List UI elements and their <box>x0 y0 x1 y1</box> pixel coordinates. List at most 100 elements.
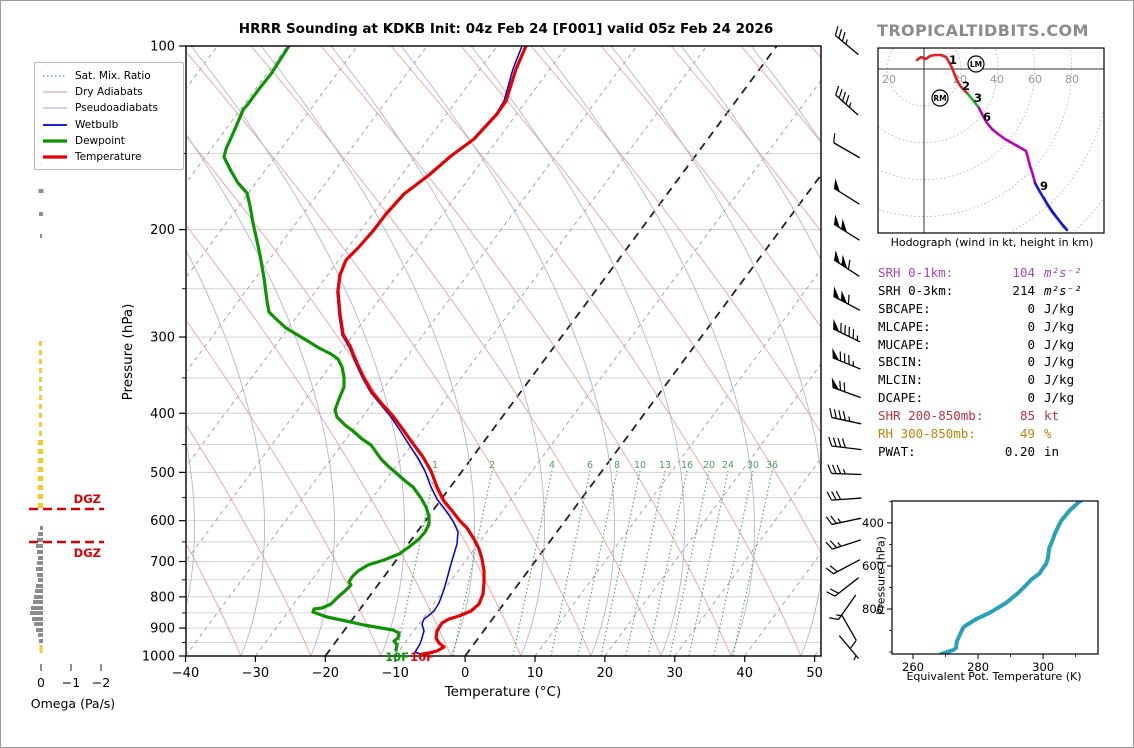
omega-panel: 0 −1 −2 <box>30 69 110 690</box>
svg-text:−2: −2 <box>92 675 110 690</box>
legend-item-label: Sat. Mix. Ratio <box>75 70 151 83</box>
temperature-tick-label: −30 <box>242 666 269 681</box>
pressure-tick-label: 900 <box>150 622 175 637</box>
wind-barb <box>825 539 862 550</box>
skewt-background <box>187 46 821 656</box>
stats-row-value: 0 <box>1027 318 1035 334</box>
theta-e-inner <box>938 501 1084 654</box>
svg-text:9: 9 <box>1040 179 1048 193</box>
stats-row-unit: J/kg <box>1044 372 1075 388</box>
stats-row-label: MLCIN: <box>878 372 924 388</box>
svg-text:3: 3 <box>974 91 982 105</box>
pressure-tick-label: 200 <box>150 223 175 238</box>
stats-row-value: 0 <box>1027 336 1035 352</box>
theta-e-y-tick-label: 600 <box>862 559 884 573</box>
legend-item: Temperature <box>42 149 177 165</box>
svg-text:DGZ: DGZ <box>74 492 101 506</box>
svg-text:36: 36 <box>766 460 778 471</box>
pressure-tick-label: 100 <box>150 40 175 55</box>
hodograph-height-label: 3 <box>974 91 982 105</box>
sounding-profiles <box>222 46 528 656</box>
stats-row-label: SBCIN: <box>878 354 924 370</box>
svg-text:600: 600 <box>862 559 884 573</box>
svg-text:400: 400 <box>150 407 175 422</box>
legend-item-label: Wetbulb <box>75 118 119 131</box>
svg-text:24: 24 <box>722 460 734 471</box>
theta-e-x-tick-label: 300 <box>1032 660 1054 674</box>
theta-e-panel: 400 600 800 260 280 300 <box>862 500 1099 674</box>
omega-tick-label: 0 <box>37 675 45 690</box>
hodograph-height-label: 2 <box>962 79 970 93</box>
wind-barb <box>831 377 861 399</box>
stats-row-label: MLCAPE: <box>878 318 931 334</box>
svg-text:50: 50 <box>806 666 823 681</box>
stats-row-label: PWAT: <box>878 443 916 459</box>
wind-barb <box>832 318 861 343</box>
stats-row: SBCIN: 0 J/kg <box>878 354 1100 372</box>
legend-item: Pseudoadiabats <box>42 100 177 116</box>
temperature-tick-label: 0 <box>461 666 469 681</box>
svg-text:−10: −10 <box>381 666 408 681</box>
temperature-tick-label: 10 <box>527 666 544 681</box>
svg-text:DGZ: DGZ <box>74 546 101 560</box>
svg-text:260: 260 <box>902 660 924 674</box>
svg-text:1: 1 <box>432 460 438 471</box>
hodograph-height-label: 9 <box>1040 179 1048 193</box>
legend-swatch <box>43 139 67 143</box>
stats-row-unit: J/kg <box>1044 336 1075 352</box>
wind-barb <box>833 286 861 311</box>
pressure-tick-label: 1000 <box>142 650 175 665</box>
stats-row-unit: % <box>1044 426 1052 442</box>
stats-row: DCAPE: 0 J/kg <box>878 390 1100 408</box>
svg-text:60: 60 <box>1028 73 1042 86</box>
svg-text:10: 10 <box>634 460 646 471</box>
svg-text:500: 500 <box>150 466 175 481</box>
wind-barb <box>828 436 862 451</box>
theta-e-y-tick-label: 800 <box>862 602 884 616</box>
omega-tick-label: −1 <box>62 675 80 690</box>
svg-text:LM: LM <box>970 60 982 69</box>
wind-barb <box>827 464 862 476</box>
svg-text:2: 2 <box>962 79 970 93</box>
stats-row-value: 0 <box>1027 390 1035 406</box>
stats-row-unit: J/kg <box>1044 354 1075 370</box>
wind-barb <box>835 85 859 116</box>
svg-text:40: 40 <box>990 73 1004 86</box>
theta-e-x-axis-label: Equivalent Pot. Temperature (K) <box>906 670 1082 683</box>
temperature-curve <box>336 46 528 656</box>
stats-row: SHR 200-850mb: 85 kt <box>878 408 1100 426</box>
dewpoint-curve <box>222 46 431 652</box>
temperature-tick-label: 50 <box>806 666 823 681</box>
stats-row-unit: m²s⁻² <box>1044 265 1082 280</box>
temperature-tick-label: −20 <box>312 666 339 681</box>
dgz-markers: DGZ DGZ <box>29 492 104 560</box>
legend-swatch <box>43 107 67 110</box>
stats-row-value: 85 <box>1019 408 1035 424</box>
pressure-axis-label: Pressure (hPa) <box>120 303 136 401</box>
stats-row-value: 0 <box>1027 372 1035 388</box>
stats-row: SBCAPE: 0 J/kg <box>878 301 1100 319</box>
svg-text:400: 400 <box>862 516 884 530</box>
wind-barb-column <box>825 26 862 661</box>
hodograph-trace-3-9km <box>977 106 1037 185</box>
svg-text:10F: 10F <box>385 650 409 664</box>
theta-e-y-axis-label: Pressure (hPa) <box>874 536 888 615</box>
stats-row-value: 104 <box>1012 265 1035 280</box>
stats-row: SRH 0-1km: 104 m²s⁻² <box>878 265 1100 283</box>
wind-barb <box>833 133 861 159</box>
hodograph-height-label: 6 <box>983 110 991 124</box>
wind-barb <box>826 577 860 597</box>
stats-row-unit: in <box>1044 443 1060 459</box>
stats-row-value: 0 <box>1027 354 1035 370</box>
legend-item-label: Dry Adiabats <box>75 86 143 99</box>
svg-text:30: 30 <box>667 666 684 681</box>
svg-text:900: 900 <box>150 622 175 637</box>
wind-barb <box>834 26 859 56</box>
svg-text:0: 0 <box>37 675 45 690</box>
svg-text:100: 100 <box>150 40 175 55</box>
svg-text:280: 280 <box>967 660 989 674</box>
svg-text:1000: 1000 <box>142 650 175 665</box>
